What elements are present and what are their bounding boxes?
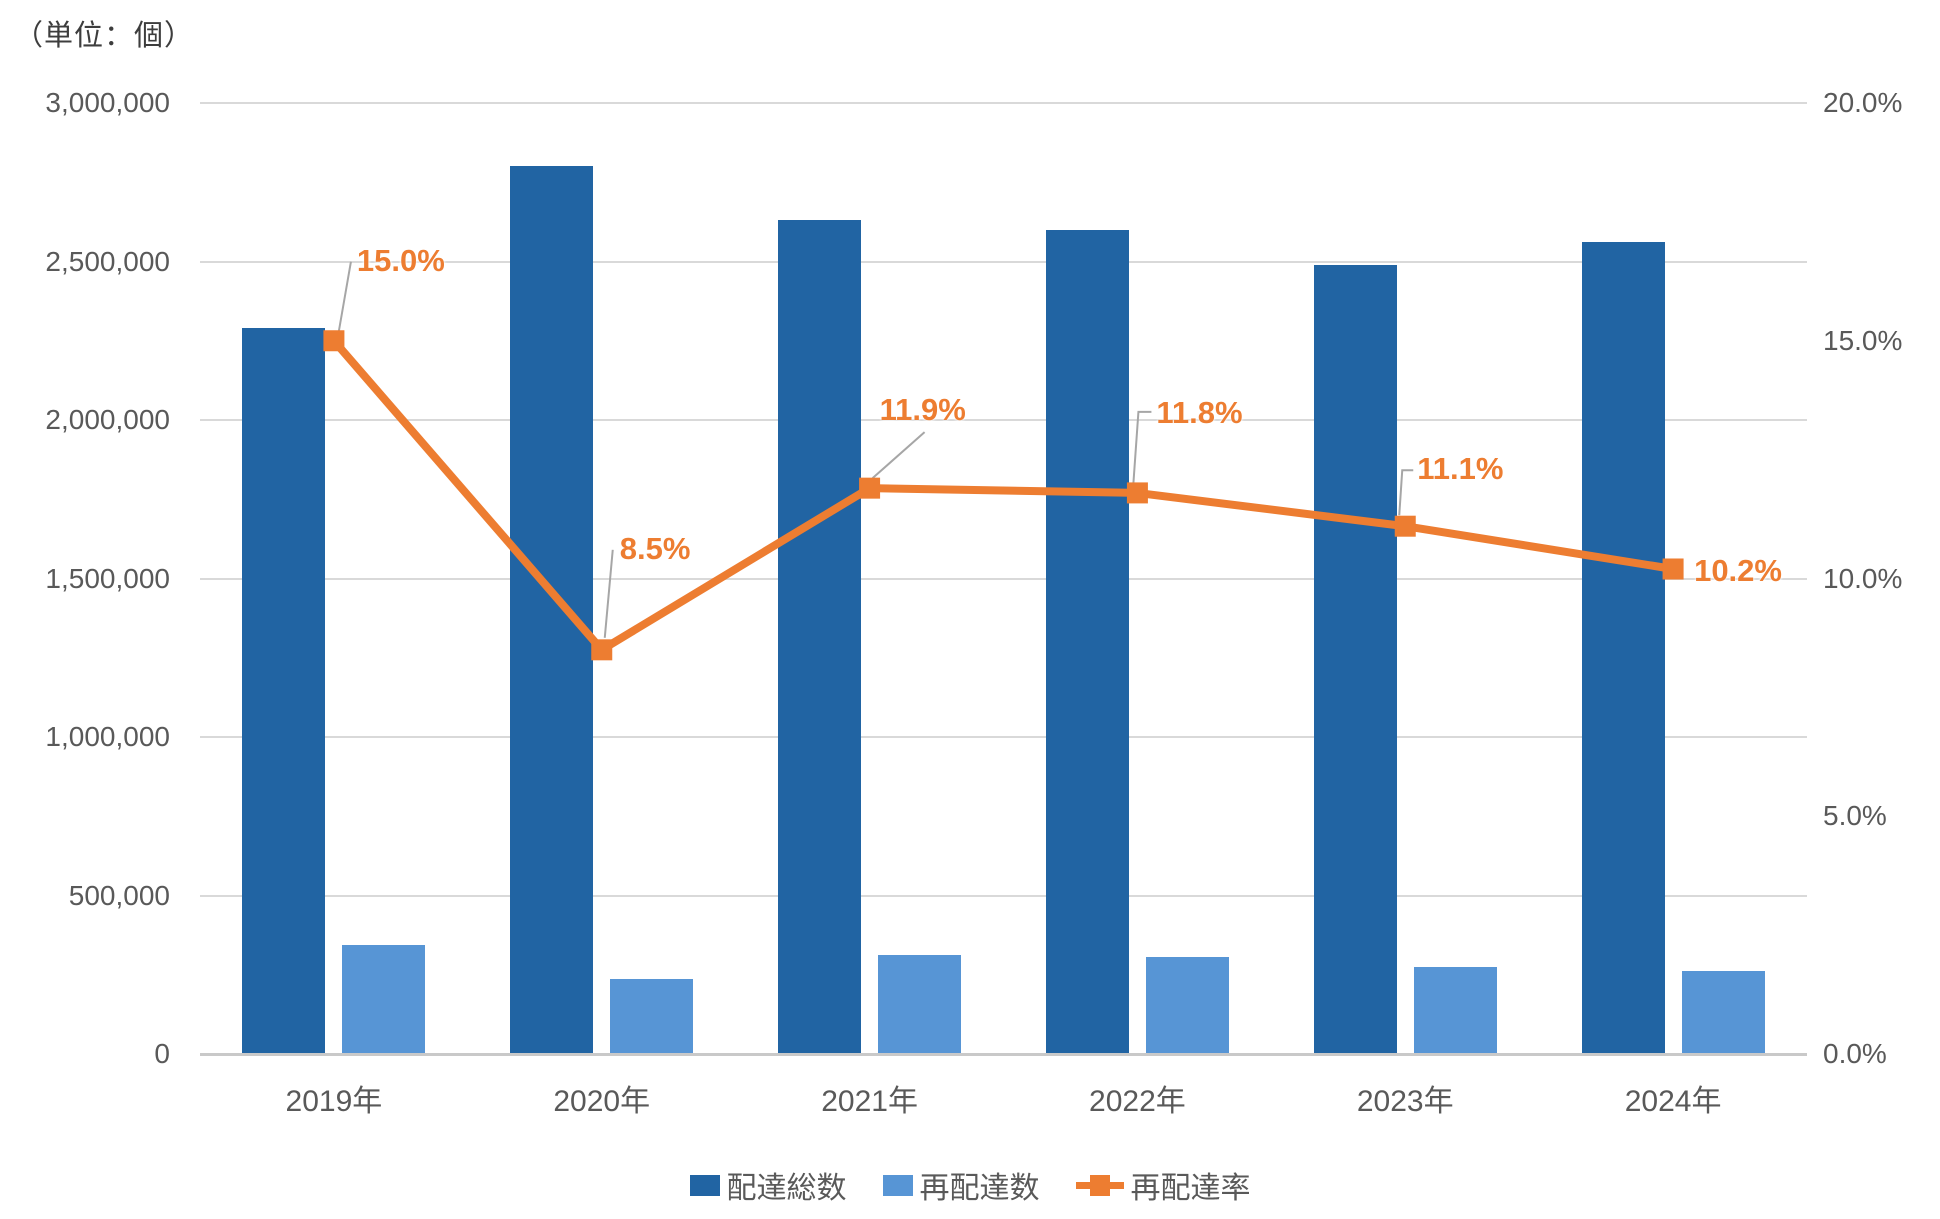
bar-total-deliveries — [1581, 242, 1665, 1053]
legend: 配達総数 再配達数 再配達率 — [0, 1163, 1940, 1207]
bar-total-deliveries — [1045, 229, 1129, 1053]
x-axis-line — [200, 1053, 1807, 1056]
right-axis-tick-label: 10.0% — [1823, 562, 1903, 594]
bar-total-deliveries — [242, 328, 326, 1053]
left-axis-tick-label: 1,000,000 — [45, 721, 170, 752]
left-axis-tick-label: 2,000,000 — [45, 404, 170, 435]
bar-redeliveries — [1681, 971, 1765, 1053]
left-axis-tick-label: 0 — [154, 1038, 170, 1069]
rate-data-label: 11.9% — [879, 392, 966, 428]
legend-item-total-deliveries: 配達総数 — [689, 1163, 847, 1207]
bar-total-deliveries — [778, 220, 862, 1053]
rate-data-label: 11.8% — [1156, 394, 1243, 430]
left-axis-tick-label: 2,500,000 — [45, 245, 170, 277]
line-marker — [591, 639, 613, 661]
bar-total-deliveries — [1313, 264, 1397, 1053]
redeliveries-swatch — [882, 1174, 913, 1196]
left-axis-tick-label: 1,500,000 — [45, 562, 170, 594]
bar-redeliveries — [342, 945, 426, 1053]
category-label: 2023年 — [1356, 1085, 1454, 1118]
data-label-leader-line — [871, 431, 926, 479]
bar-redeliveries — [1413, 966, 1497, 1053]
gridline — [200, 419, 1807, 421]
rate-data-label: 10.2% — [1694, 552, 1782, 588]
data-label-leader-line — [1132, 410, 1152, 483]
right-axis-tick-label: 0.0% — [1823, 1038, 1887, 1069]
bar-total-deliveries — [510, 166, 594, 1053]
bar-redeliveries — [878, 954, 962, 1053]
line-marker — [323, 330, 345, 352]
data-label-leader-line — [603, 549, 614, 638]
legend-item-redeliveries: 再配達数 — [882, 1163, 1040, 1207]
legend-label-redeliveries: 再配達数 — [919, 1172, 1040, 1205]
data-label-leader-line — [337, 261, 352, 331]
redelivery-rate-line-sample — [1075, 1174, 1124, 1196]
gridline — [200, 894, 1807, 897]
rate-data-label: 15.0% — [356, 242, 445, 278]
unit-label: （単位：個） — [14, 20, 195, 52]
line-marker — [1394, 515, 1416, 537]
category-label: 2024年 — [1624, 1085, 1722, 1118]
legend-marker-icon — [1089, 1174, 1110, 1196]
line-marker — [1126, 482, 1148, 504]
legend-label-total-deliveries: 配達総数 — [726, 1172, 847, 1205]
data-label-leader-line — [1398, 469, 1414, 516]
legend-label-redelivery-rate: 再配達率 — [1130, 1172, 1251, 1205]
gridline — [200, 577, 1807, 580]
category-label: 2022年 — [1089, 1085, 1186, 1118]
category-label: 2020年 — [553, 1085, 651, 1118]
gridline — [200, 260, 1807, 263]
category-label: 2019年 — [285, 1085, 383, 1118]
category-label: 2021年 — [821, 1085, 918, 1118]
rate-data-label: 11.1% — [1417, 451, 1504, 487]
right-axis-tick-label: 20.0% — [1823, 87, 1903, 118]
right-axis-tick-label: 15.0% — [1823, 324, 1903, 356]
bar-redeliveries — [1145, 956, 1229, 1053]
left-axis-tick-label: 500,000 — [68, 879, 170, 911]
line-marker — [859, 477, 881, 499]
rate-data-label: 8.5% — [619, 530, 691, 566]
legend-item-redelivery-rate: 再配達率 — [1075, 1163, 1251, 1207]
gridline — [200, 736, 1807, 738]
line-marker — [1662, 558, 1684, 580]
gridline — [200, 102, 1807, 104]
left-axis-tick-label: 3,000,000 — [45, 87, 170, 118]
total-deliveries-swatch — [689, 1174, 720, 1196]
right-axis-tick-label: 5.0% — [1823, 800, 1887, 832]
bar-redeliveries — [610, 978, 694, 1053]
